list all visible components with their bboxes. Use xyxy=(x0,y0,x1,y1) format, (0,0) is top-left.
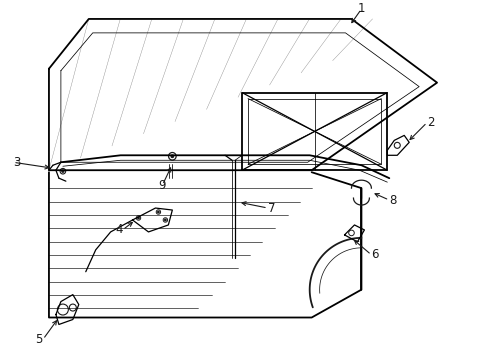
Circle shape xyxy=(158,211,159,213)
Circle shape xyxy=(165,219,166,221)
Text: 5: 5 xyxy=(36,333,43,346)
Circle shape xyxy=(138,217,139,219)
Text: 9: 9 xyxy=(159,179,166,192)
Text: 7: 7 xyxy=(268,202,275,215)
Circle shape xyxy=(171,155,173,157)
Circle shape xyxy=(62,170,64,172)
Text: 8: 8 xyxy=(389,194,397,207)
Text: 3: 3 xyxy=(13,156,21,169)
Text: 6: 6 xyxy=(371,248,379,261)
Text: 1: 1 xyxy=(358,3,365,15)
Text: 4: 4 xyxy=(115,224,122,237)
Text: 2: 2 xyxy=(427,116,435,129)
